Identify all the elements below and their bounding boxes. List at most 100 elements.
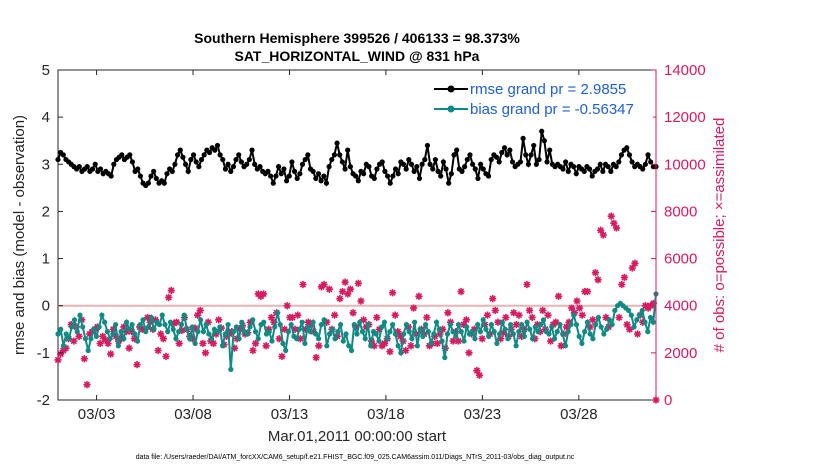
obs-marker <box>470 325 478 333</box>
obs-marker <box>249 346 257 355</box>
obs-marker <box>331 311 339 319</box>
rmse-series-point <box>175 152 181 158</box>
rmse-series-point <box>334 140 340 146</box>
rmse-series-point <box>507 147 513 153</box>
obs-marker <box>104 339 112 348</box>
rmse-series-point <box>283 178 290 184</box>
rmse-series-point <box>629 159 635 165</box>
obs-marker <box>275 335 283 343</box>
rmse-series-point <box>148 173 154 179</box>
obs-marker <box>107 350 115 358</box>
bias-series-point <box>444 331 451 337</box>
bias-series-point <box>121 336 127 342</box>
rmse-series-point <box>565 168 571 174</box>
rmse-series-point <box>345 147 351 153</box>
rmse-series-point <box>220 156 226 163</box>
rmse-series-point <box>230 164 237 170</box>
bias-series-point <box>340 338 346 344</box>
bias-series-point <box>162 321 168 328</box>
y-right-tick-label: 4000 <box>664 298 697 315</box>
rmse-series-point <box>286 173 292 179</box>
rmse-series-point <box>571 164 577 170</box>
bias-series-point <box>398 350 404 356</box>
rmse-series-point <box>470 161 476 167</box>
rmse-series-point <box>257 164 263 170</box>
obs-marker <box>344 290 352 298</box>
obs-marker <box>199 339 207 348</box>
bias-series-point <box>335 329 341 335</box>
bias-series-point <box>156 321 163 328</box>
rmse-series-point <box>416 175 423 182</box>
bias-series-point <box>348 347 355 354</box>
rmse-series-point <box>55 156 61 163</box>
obs-marker <box>565 318 573 326</box>
obs-marker <box>586 323 594 331</box>
rmse-series-point <box>361 171 367 177</box>
bias-series-point <box>198 317 204 323</box>
bias-series-point <box>395 343 401 349</box>
bias-series-point <box>294 336 300 342</box>
bias-series-point <box>557 321 563 328</box>
rmse-series-point <box>196 164 202 170</box>
x-tick-label: 03/08 <box>174 406 212 423</box>
rmse-series-point <box>501 145 508 151</box>
bias-series-group <box>55 291 659 372</box>
rmse-series-point <box>281 166 287 172</box>
rmse-series-point <box>613 164 619 170</box>
bias-series-point <box>305 324 311 330</box>
bias-series-point <box>488 321 495 328</box>
bias-series-point <box>134 338 141 344</box>
rmse-series-point <box>161 180 167 186</box>
rmse-series-point <box>246 156 252 163</box>
obs-marker <box>75 332 83 340</box>
bias-series-point <box>252 329 259 335</box>
rmse-series-point <box>151 168 157 174</box>
obs-marker <box>604 323 613 331</box>
obs-marker <box>188 335 196 343</box>
obs-marker <box>562 323 571 331</box>
obs-marker <box>143 313 152 322</box>
y-axis-right-label: # of obs: o=possible; ×=assimilated <box>711 118 728 353</box>
bias-series-point <box>288 321 294 328</box>
bias-series-point <box>230 329 237 335</box>
bias-series-point <box>565 329 571 335</box>
rmse-series-point <box>589 173 595 179</box>
bias-series-point <box>401 331 407 337</box>
obs-marker <box>194 311 202 319</box>
obs-marker <box>159 335 167 343</box>
obs-marker <box>386 348 394 356</box>
bias-series-point <box>425 329 431 335</box>
rmse-series-point <box>291 168 298 174</box>
bias-series-point <box>181 312 187 318</box>
rmse-series-point <box>411 168 417 174</box>
rmse-series-point <box>496 159 502 165</box>
bias-series-point <box>636 312 643 318</box>
rmse-series-point <box>119 152 125 158</box>
bias-series-point <box>269 338 275 344</box>
rmse-series-point <box>446 180 452 186</box>
rmse-series-point <box>214 142 221 149</box>
bias-series-point <box>582 329 588 335</box>
bias-series-point <box>634 317 640 323</box>
bias-series-point <box>428 340 434 347</box>
obs-marker <box>302 325 310 333</box>
obs-marker <box>407 342 415 350</box>
obs-marker <box>594 276 602 284</box>
obs-marker <box>312 353 320 362</box>
obs-marker <box>578 311 586 319</box>
legend: rmse grand pr = 2.9855 bias grand pr = -… <box>428 75 653 125</box>
bias-series-point <box>307 329 313 335</box>
bias-series-point <box>173 336 179 342</box>
bias-series-point <box>518 321 525 328</box>
bias-series-point <box>576 333 582 339</box>
obs-marker <box>633 330 642 338</box>
footnote: data file: /Users/raeder/DAI/ATM_forcXX/… <box>136 454 575 461</box>
obs-marker <box>315 342 323 350</box>
obs-marker <box>618 280 626 289</box>
rmse-series-point <box>313 175 319 182</box>
rmse-series-point <box>329 156 335 163</box>
bias-series-point <box>82 336 89 342</box>
bias-series-point <box>595 314 601 321</box>
bias-series-point <box>148 314 154 321</box>
obs-marker <box>576 304 584 312</box>
